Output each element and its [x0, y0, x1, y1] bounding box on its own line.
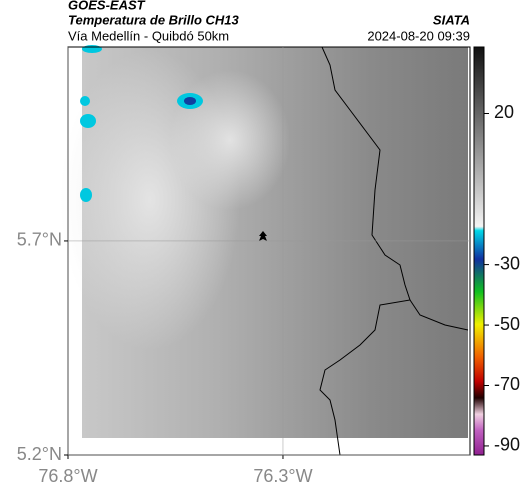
- colorbar-label: -70: [494, 374, 520, 394]
- colorbar-label: -30: [494, 253, 520, 273]
- location-marker: [259, 231, 267, 241]
- source: GOES-EAST: [68, 0, 146, 12]
- x-tick-label: 76.3°W: [253, 466, 312, 486]
- colorbar-label: 20: [494, 102, 514, 122]
- satellite-image: [60, 45, 468, 438]
- org: SIATA: [433, 12, 470, 27]
- title: Temperatura de Brillo CH13: [68, 12, 240, 27]
- colorbar: [473, 46, 485, 456]
- colorbar-label: -90: [494, 435, 520, 455]
- boundaries: [319, 46, 469, 456]
- datetime: 2024-08-20 09:39: [367, 28, 470, 43]
- y-tick-label: 5.2°N: [17, 444, 62, 464]
- colorbar-label: -50: [494, 314, 520, 334]
- y-tick-label: 5.7°N: [17, 230, 62, 250]
- x-tick-label: 76.8°W: [38, 466, 97, 486]
- subtitle: Vía Medellín - Quibdó 50km: [68, 28, 229, 43]
